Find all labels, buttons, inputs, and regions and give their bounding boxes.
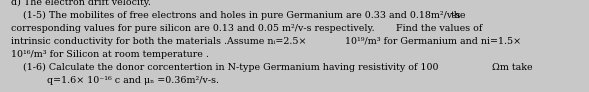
Text: d) The electron drift velocity.: d) The electron drift velocity. (11, 0, 150, 7)
Text: intrinsic conductivity for both the materials .Assume nᵢ=2.5×: intrinsic conductivity for both the mate… (11, 37, 306, 46)
Text: corresponding values for pure silicon are 0.13 and 0.05 m²/v-s respectively.: corresponding values for pure silicon ar… (11, 24, 374, 33)
Text: Ωm take: Ωm take (492, 63, 532, 72)
Text: 10¹⁶/m³ for Silicon at room temperature .: 10¹⁶/m³ for Silicon at room temperature … (11, 50, 209, 59)
Text: Find the values of: Find the values of (396, 24, 482, 33)
Text: 10¹⁹/m³ for Germanium and ni=1.5×: 10¹⁹/m³ for Germanium and ni=1.5× (345, 37, 521, 46)
Text: the: the (451, 11, 466, 20)
Text: q=1.6× 10⁻¹⁶ c and μₙ =0.36m²/v-s.: q=1.6× 10⁻¹⁶ c and μₙ =0.36m²/v-s. (47, 76, 219, 85)
Text: (1-5) The mobilites of free electrons and holes in pure Germanium are 0.33 and 0: (1-5) The mobilites of free electrons an… (11, 11, 460, 20)
Text: (1-6) Calculate the donor corcentertion in N-type Germanium having resistivity o: (1-6) Calculate the donor corcentertion … (11, 63, 438, 72)
